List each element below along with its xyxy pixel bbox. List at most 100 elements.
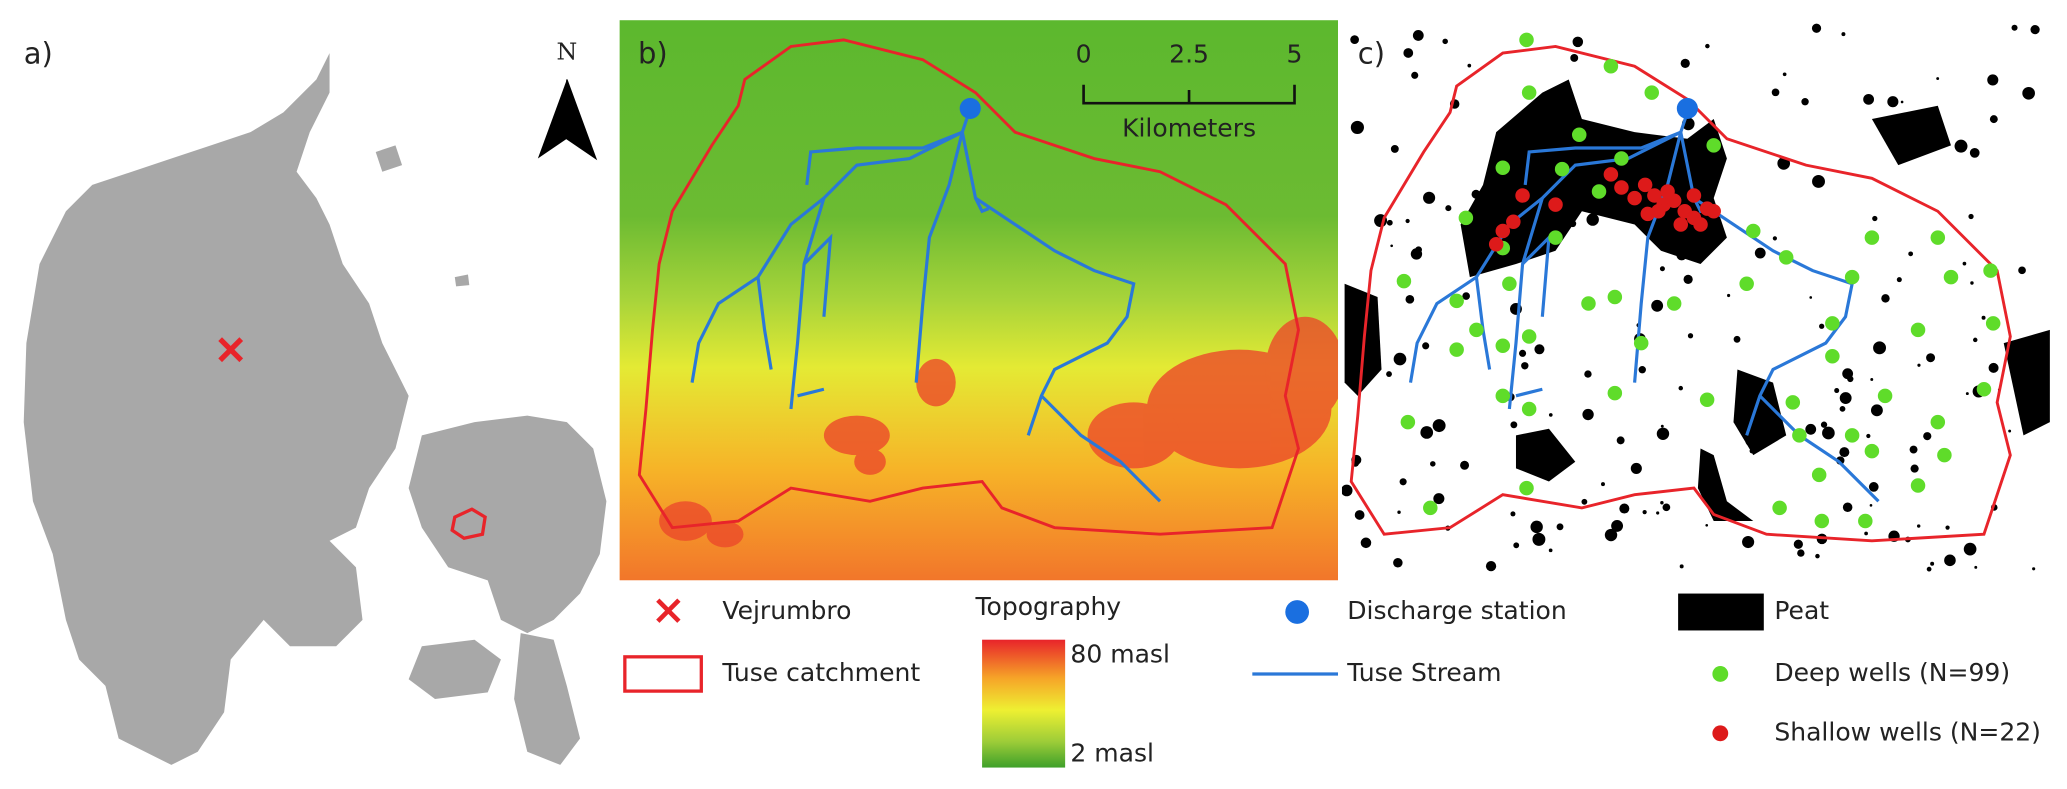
peat-patch xyxy=(1896,277,1902,283)
legend-symbol xyxy=(623,655,703,693)
peat-patch xyxy=(1926,353,1936,363)
peat-patch xyxy=(1530,520,1543,534)
peat-patch xyxy=(1611,519,1624,532)
peat-patch xyxy=(1887,96,1899,108)
peat-patch xyxy=(1430,461,1436,467)
peat-patch xyxy=(1350,35,1359,44)
peat-patch xyxy=(1386,219,1393,226)
peat-patch xyxy=(1742,535,1755,549)
deep-well xyxy=(1607,289,1623,305)
peat-patch xyxy=(1513,542,1520,549)
peat-patch xyxy=(1420,426,1434,439)
peat-patch xyxy=(1881,294,1890,303)
shallow-wells xyxy=(1488,167,1721,252)
peat-patch xyxy=(1733,335,1741,343)
deep-well xyxy=(1521,329,1537,344)
peat-patch xyxy=(1754,247,1766,259)
peat-patch xyxy=(1466,241,1476,251)
peat-patch xyxy=(1548,548,1553,553)
peat-patch xyxy=(1954,139,1968,153)
peat-patch xyxy=(1642,509,1647,515)
island xyxy=(375,145,403,172)
deep-well xyxy=(1581,296,1596,311)
lolland xyxy=(408,639,501,700)
shallow-well xyxy=(1647,188,1662,203)
peat-patch xyxy=(1350,120,1364,135)
scale-tick: 5 xyxy=(1287,40,1303,69)
deep-well xyxy=(1983,263,1998,278)
shallow-well xyxy=(1693,217,1708,232)
deep-well xyxy=(1858,513,1873,529)
peat-patch xyxy=(1839,405,1846,412)
peat-patch xyxy=(1727,293,1731,298)
deep-well xyxy=(1772,500,1787,516)
peat-patch xyxy=(1822,426,1835,440)
deep-well xyxy=(1554,161,1570,177)
peat-patch xyxy=(1390,244,1393,248)
peat-patch xyxy=(1616,436,1625,445)
peat-patch xyxy=(1870,404,1883,417)
peat-patch xyxy=(1411,71,1419,79)
peat-patch xyxy=(1873,341,1887,355)
colorbar xyxy=(982,639,1066,768)
deep-well xyxy=(1449,293,1464,309)
north-label: N xyxy=(556,38,577,66)
peat-patch xyxy=(1900,100,1904,104)
peat-patch xyxy=(1771,88,1780,97)
shallow-well xyxy=(1548,197,1563,212)
peat-patch xyxy=(1973,337,1978,343)
shallow-well xyxy=(1506,214,1521,230)
legend-symbol xyxy=(1712,725,1729,742)
peat-patch xyxy=(1683,274,1693,285)
peat-patch xyxy=(1405,294,1415,304)
deep-well xyxy=(1877,388,1893,404)
peat-patch xyxy=(1872,215,1878,222)
peat-patch xyxy=(2018,266,2026,275)
deep-well xyxy=(1548,230,1563,245)
deep-well xyxy=(1811,467,1827,483)
peat-patch xyxy=(1656,511,1660,515)
deep-well xyxy=(1502,276,1517,292)
peat-patch xyxy=(1360,537,1372,549)
peat-patch xyxy=(1926,121,1934,129)
deep-well xyxy=(1603,59,1619,74)
peat-patch xyxy=(1410,248,1423,260)
peat-patch xyxy=(1405,218,1410,224)
shallow-well xyxy=(1627,190,1642,206)
peat-patch xyxy=(2030,24,2040,35)
peat-patch xyxy=(1442,38,1448,45)
peat-patch xyxy=(1460,460,1470,470)
scale-tick: 2.5 xyxy=(1169,40,1209,69)
legend-label: Tuse catchment xyxy=(721,658,920,687)
peat-patch xyxy=(1974,565,1978,569)
peat-patch xyxy=(1923,432,1932,441)
peat-patch xyxy=(1467,63,1472,68)
deep-well xyxy=(1844,428,1860,443)
peat-patch xyxy=(1676,249,1687,261)
deep-well xyxy=(1785,395,1801,410)
deep-well xyxy=(1930,414,1946,430)
deep-well xyxy=(1814,513,1830,529)
peat-patch xyxy=(2019,359,2026,366)
peat-patch xyxy=(1581,498,1588,505)
peat-patch xyxy=(1864,531,1868,536)
scale-tick: 0 xyxy=(1076,40,1092,69)
peat-patch xyxy=(1969,147,1980,158)
peat-patch xyxy=(1839,392,1852,404)
peat-patch xyxy=(1679,564,1684,569)
deep-well xyxy=(1864,443,1880,459)
peat-patch xyxy=(1651,299,1664,312)
peat-patch xyxy=(1869,504,1873,507)
peat-patch xyxy=(1660,501,1664,505)
panel-label: c) xyxy=(1358,37,1385,71)
peat-patch xyxy=(2022,86,2035,100)
deep-well xyxy=(1423,500,1438,516)
peat-patch xyxy=(1399,478,1407,486)
deep-well xyxy=(1495,388,1511,404)
legend-label: Shallow wells (N=22) xyxy=(1774,717,2041,746)
peat-patch xyxy=(1936,77,1940,80)
north-arrow xyxy=(537,79,567,159)
peat-patch xyxy=(1638,366,1646,374)
deep-well xyxy=(1778,250,1794,265)
